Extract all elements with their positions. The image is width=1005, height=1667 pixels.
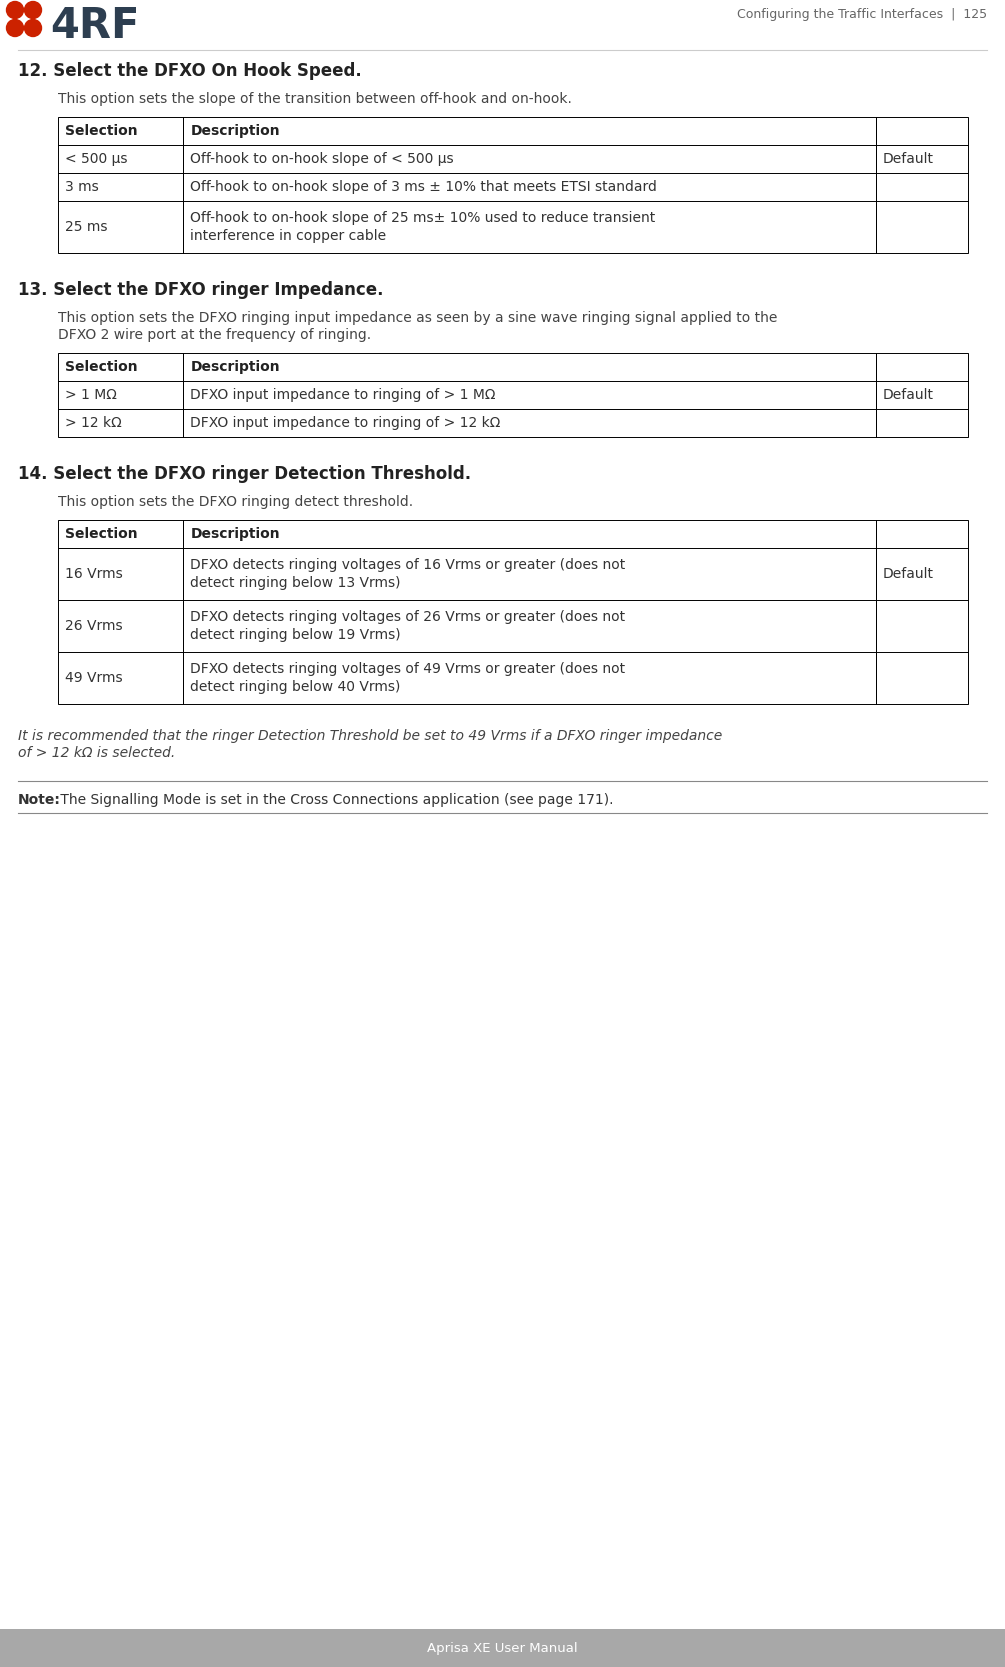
- Text: Default: Default: [882, 388, 934, 402]
- Text: 49 Vrms: 49 Vrms: [65, 672, 123, 685]
- Text: Description: Description: [190, 527, 280, 542]
- Text: Default: Default: [882, 567, 934, 582]
- Circle shape: [24, 20, 41, 37]
- Bar: [0, 1629, 1005, 1667]
- Text: Configuring the Traffic Interfaces  |  125: Configuring the Traffic Interfaces | 125: [737, 8, 987, 22]
- Text: Off-hook to on-hook slope of 3 ms ± 10% that meets ETSI standard: Off-hook to on-hook slope of 3 ms ± 10% …: [190, 180, 657, 193]
- Text: 25 ms: 25 ms: [65, 220, 108, 233]
- Text: 14. Select the DFXO ringer Detection Threshold.: 14. Select the DFXO ringer Detection Thr…: [18, 465, 471, 483]
- Text: 26 Vrms: 26 Vrms: [65, 618, 123, 633]
- Text: DFXO 2 wire port at the frequency of ringing.: DFXO 2 wire port at the frequency of rin…: [58, 328, 371, 342]
- Text: This option sets the slope of the transition between off-hook and on-hook.: This option sets the slope of the transi…: [58, 92, 572, 107]
- Text: Note:: Note:: [18, 793, 61, 807]
- Bar: [58, 520, 969, 703]
- Text: Description: Description: [190, 360, 280, 373]
- Text: DFXO input impedance to ringing of > 1 MΩ: DFXO input impedance to ringing of > 1 M…: [190, 388, 495, 402]
- Text: > 1 MΩ: > 1 MΩ: [65, 388, 117, 402]
- Circle shape: [6, 2, 23, 18]
- Text: The Signalling Mode is set in the Cross Connections application (see page 171).: The Signalling Mode is set in the Cross …: [56, 793, 613, 807]
- Text: This option sets the DFXO ringing detect threshold.: This option sets the DFXO ringing detect…: [58, 495, 413, 508]
- Text: of > 12 kΩ is selected.: of > 12 kΩ is selected.: [18, 747, 175, 760]
- Text: Description: Description: [190, 123, 280, 138]
- Circle shape: [6, 20, 23, 37]
- Text: Selection: Selection: [65, 527, 138, 542]
- Text: 16 Vrms: 16 Vrms: [65, 567, 123, 582]
- Bar: [58, 353, 969, 437]
- Text: < 500 μs: < 500 μs: [65, 152, 128, 167]
- Bar: [58, 117, 969, 253]
- Text: DFXO input impedance to ringing of > 12 kΩ: DFXO input impedance to ringing of > 12 …: [190, 417, 500, 430]
- Text: Default: Default: [882, 152, 934, 167]
- Text: It is recommended that the ringer Detection Threshold be set to 49 Vrms if a DFX: It is recommended that the ringer Detect…: [18, 728, 723, 743]
- Text: 12. Select the DFXO On Hook Speed.: 12. Select the DFXO On Hook Speed.: [18, 62, 362, 80]
- Text: > 12 kΩ: > 12 kΩ: [65, 417, 122, 430]
- Text: Off-hook to on-hook slope of 25 ms± 10% used to reduce transient
interference in: Off-hook to on-hook slope of 25 ms± 10% …: [190, 212, 655, 243]
- Text: This option sets the DFXO ringing input impedance as seen by a sine wave ringing: This option sets the DFXO ringing input …: [58, 312, 778, 325]
- Text: Selection: Selection: [65, 123, 138, 138]
- Text: Off-hook to on-hook slope of < 500 μs: Off-hook to on-hook slope of < 500 μs: [190, 152, 454, 167]
- Text: Selection: Selection: [65, 360, 138, 373]
- Text: Aprisa XE User Manual: Aprisa XE User Manual: [427, 1642, 578, 1655]
- Circle shape: [24, 2, 41, 18]
- Text: 4RF: 4RF: [50, 5, 140, 47]
- Text: DFXO detects ringing voltages of 49 Vrms or greater (does not
detect ringing bel: DFXO detects ringing voltages of 49 Vrms…: [190, 662, 625, 693]
- Text: 13. Select the DFXO ringer Impedance.: 13. Select the DFXO ringer Impedance.: [18, 282, 384, 298]
- Text: DFXO detects ringing voltages of 16 Vrms or greater (does not
detect ringing bel: DFXO detects ringing voltages of 16 Vrms…: [190, 558, 626, 590]
- Text: 3 ms: 3 ms: [65, 180, 98, 193]
- Text: DFXO detects ringing voltages of 26 Vrms or greater (does not
detect ringing bel: DFXO detects ringing voltages of 26 Vrms…: [190, 610, 625, 642]
